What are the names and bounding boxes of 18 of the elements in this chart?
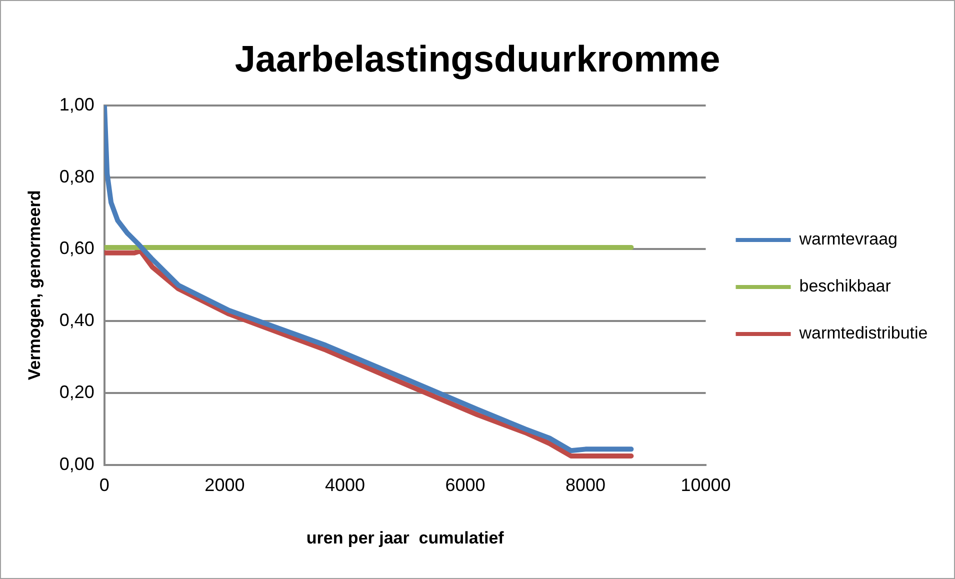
y-tick-label: 0,00	[59, 454, 94, 474]
y-tick-label: 0,80	[59, 166, 94, 186]
x-tick-label: 4000	[324, 474, 365, 495]
y-tick-label: 0,40	[59, 310, 94, 330]
x-axis-title: uren per jaar cumulatief	[306, 528, 504, 548]
y-axis-title: Vermogen, genormeerd	[24, 190, 44, 380]
legend-label: warmtevraag	[798, 230, 898, 249]
chart-title: Jaarbelastingsduurkromme	[234, 38, 720, 80]
x-tick-label: 10000	[680, 474, 731, 495]
x-tick-label: 8000	[565, 474, 606, 495]
y-tick-label: 0,60	[59, 238, 94, 258]
x-tick-label: 6000	[445, 474, 486, 495]
y-tick-label: 0,20	[59, 382, 94, 402]
x-tick-label: 2000	[204, 474, 245, 495]
legend-label: warmtedistributie	[798, 324, 928, 343]
x-tick-label: 0	[99, 474, 110, 495]
legend-label: beschikbaar	[799, 276, 892, 296]
y-tick-label: 1,00	[59, 94, 94, 114]
